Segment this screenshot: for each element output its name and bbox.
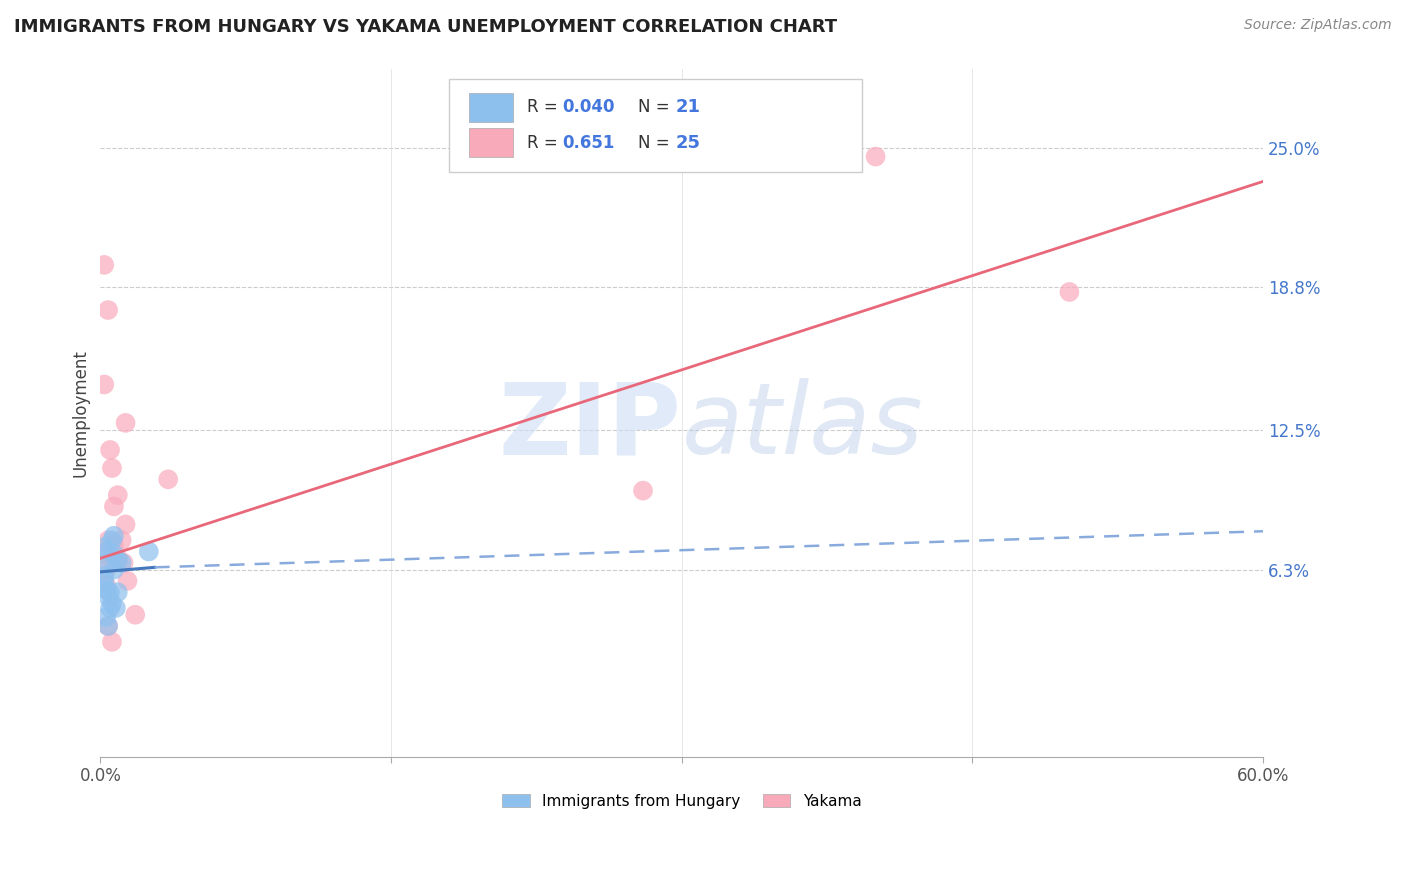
Point	[96, 547, 118, 561]
Text: R =: R =	[527, 98, 564, 116]
Point	[631, 483, 654, 498]
Point	[157, 472, 180, 486]
Text: atlas: atlas	[682, 378, 924, 475]
Point	[96, 578, 118, 592]
Point	[97, 303, 120, 318]
Point	[114, 517, 136, 532]
Point	[138, 544, 160, 558]
Point	[96, 582, 118, 597]
FancyBboxPatch shape	[470, 128, 513, 157]
Point	[114, 416, 136, 430]
Point	[124, 607, 146, 622]
Point	[98, 585, 121, 599]
Point	[111, 533, 134, 548]
Text: 0.651: 0.651	[562, 134, 614, 152]
Point	[103, 529, 125, 543]
Point	[93, 574, 115, 588]
Point	[96, 610, 118, 624]
Y-axis label: Unemployment: Unemployment	[72, 349, 89, 476]
Point	[101, 635, 124, 649]
Point	[117, 574, 139, 588]
Text: N =: N =	[637, 134, 675, 152]
Point	[103, 538, 125, 552]
Text: 0.040: 0.040	[562, 98, 614, 116]
Text: R =: R =	[527, 134, 568, 152]
Point	[103, 547, 125, 561]
Point	[98, 442, 121, 457]
Point	[93, 569, 115, 583]
Point	[101, 597, 124, 611]
Point	[96, 563, 118, 577]
Point	[107, 553, 129, 567]
Text: IMMIGRANTS FROM HUNGARY VS YAKAMA UNEMPLOYMENT CORRELATION CHART: IMMIGRANTS FROM HUNGARY VS YAKAMA UNEMPL…	[14, 18, 837, 36]
Legend: Immigrants from Hungary, Yakama: Immigrants from Hungary, Yakama	[496, 788, 868, 814]
Point	[107, 488, 129, 502]
Point	[93, 540, 115, 554]
Point	[1059, 285, 1081, 299]
Point	[103, 500, 125, 514]
Text: N =: N =	[637, 98, 675, 116]
Point	[97, 544, 120, 558]
Point	[107, 551, 129, 566]
Point	[107, 585, 129, 599]
FancyBboxPatch shape	[449, 78, 862, 172]
Point	[865, 150, 887, 164]
Point	[97, 590, 120, 604]
Point	[101, 533, 124, 548]
Point	[97, 556, 120, 570]
Point	[98, 601, 121, 615]
FancyBboxPatch shape	[470, 93, 513, 121]
Point	[103, 563, 125, 577]
Point	[101, 461, 124, 475]
Text: Source: ZipAtlas.com: Source: ZipAtlas.com	[1244, 18, 1392, 32]
Point	[97, 619, 120, 633]
Point	[97, 533, 120, 548]
Point	[112, 556, 135, 570]
Point	[111, 556, 134, 570]
Text: 25: 25	[676, 134, 702, 152]
Text: ZIP: ZIP	[499, 378, 682, 475]
Point	[93, 377, 115, 392]
Point	[104, 601, 127, 615]
Point	[93, 258, 115, 272]
Text: 21: 21	[676, 98, 702, 116]
Point	[97, 619, 120, 633]
